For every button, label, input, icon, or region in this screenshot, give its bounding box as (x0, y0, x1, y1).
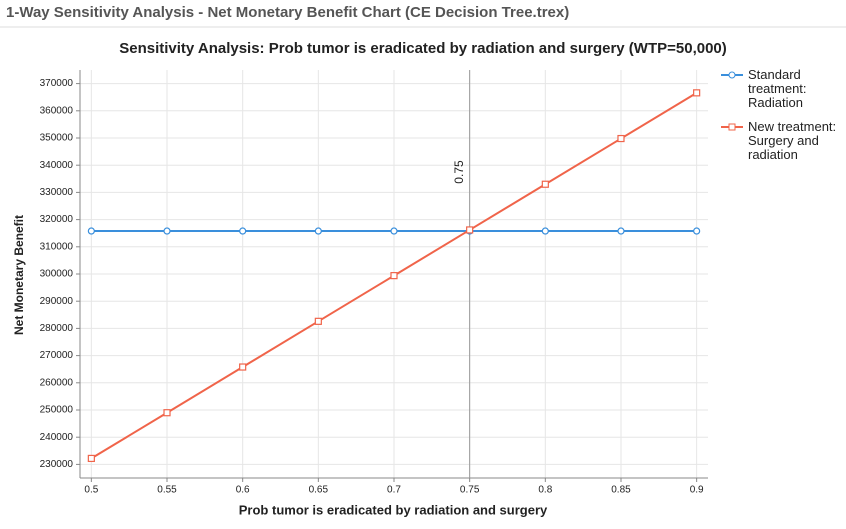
marker (87, 454, 95, 463)
window-title: 1-Way Sensitivity Analysis - Net Monetar… (6, 4, 569, 21)
marker (87, 227, 95, 235)
y-tick-label: 260000 (40, 377, 74, 388)
y-tick-label: 340000 (40, 160, 74, 171)
y-axis-label: Net Monetary Benefit (12, 215, 26, 335)
legend-key (721, 123, 743, 131)
marker (163, 227, 171, 235)
legend-label: New treatment: Surgery and radiation (748, 119, 837, 162)
legend-item: Standard treatment: Radiation (720, 68, 844, 110)
y-tick-label: 270000 (40, 350, 74, 361)
x-tick-label: 0.5 (84, 485, 98, 496)
y-tick-label: 330000 (40, 187, 74, 198)
x-tick-label: 0.75 (460, 485, 480, 496)
threshold-label: 0.75 (452, 160, 466, 184)
marker (314, 317, 322, 325)
x-tick-label: 0.9 (690, 485, 704, 496)
x-tick-label: 0.65 (309, 485, 329, 496)
marker (390, 227, 398, 235)
x-tick-label: 0.55 (157, 485, 177, 496)
y-tick-label: 320000 (40, 214, 74, 225)
x-tick-label: 0.7 (387, 485, 401, 496)
marker (617, 134, 625, 143)
legend-marker (728, 71, 736, 79)
y-tick-label: 350000 (40, 133, 74, 144)
y-tick-label: 250000 (40, 405, 74, 416)
legend-label: Standard treatment: Radiation (748, 67, 807, 110)
x-axis-label: Prob tumor is eradicated by radiation an… (239, 502, 548, 517)
y-tick-label: 240000 (40, 432, 74, 443)
legend-item: New treatment: Surgery and radiation (720, 120, 844, 162)
y-tick-label: 310000 (40, 241, 74, 252)
legend-key (721, 71, 743, 79)
y-tick-label: 370000 (40, 78, 74, 89)
marker (390, 272, 398, 280)
marker (541, 227, 549, 235)
marker (693, 227, 701, 235)
legend-marker (728, 123, 736, 131)
marker (239, 227, 247, 235)
chart-title: Sensitivity Analysis: Prob tumor is erad… (119, 40, 727, 57)
x-tick-label: 0.8 (538, 485, 552, 496)
marker (314, 227, 322, 235)
y-tick-label: 360000 (40, 105, 74, 116)
x-tick-label: 0.6 (236, 485, 250, 496)
y-tick-label: 290000 (40, 296, 74, 307)
y-tick-label: 230000 (40, 459, 74, 470)
y-tick-label: 280000 (40, 323, 74, 334)
marker (163, 409, 171, 417)
legend: Standard treatment: Radiation New treatme… (720, 68, 844, 172)
marker (693, 89, 701, 97)
marker (239, 363, 247, 371)
y-tick-label: 300000 (40, 269, 74, 280)
marker (541, 180, 549, 188)
x-tick-label: 0.85 (611, 485, 631, 496)
marker (617, 227, 625, 235)
marker (466, 226, 474, 234)
